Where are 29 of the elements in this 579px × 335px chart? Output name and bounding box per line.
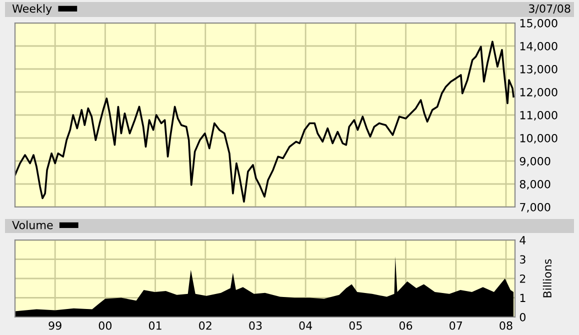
line-series — [15, 40, 514, 203]
x-tick-label: 00 — [98, 321, 112, 330]
y-tick-label: 1 — [520, 294, 526, 302]
y-tick-label: 10,000 — [520, 134, 558, 144]
x-tick-label: 03 — [249, 321, 262, 330]
x-tick-label: 06 — [399, 321, 412, 330]
text: 3/07/08 — [529, 4, 570, 14]
y-tick-label: 13,000 — [520, 64, 558, 75]
x-tick-label: 08 — [500, 321, 512, 330]
legend-label: Volume — [12, 220, 53, 230]
x-tick-label: 99 — [48, 321, 62, 330]
y-tick-label: 8,000 — [520, 180, 550, 190]
legend-label: Weekly — [12, 4, 52, 15]
x-tick-label: 01 — [148, 321, 162, 330]
y-tick-label: 15,000 — [520, 18, 558, 29]
y-tick-label: 11,000 — [520, 110, 558, 121]
y-axis-title: Billions — [542, 259, 552, 298]
x-tick-label: 07 — [450, 321, 462, 330]
x-tick-label: 02 — [199, 321, 212, 330]
y-tick-label: 3 — [520, 255, 526, 264]
y-tick-label: 2 — [520, 274, 526, 283]
y-tick-label: 7,000 — [520, 202, 550, 213]
x-tick-label: 05 — [349, 321, 362, 330]
y-tick-label: 0 — [520, 312, 526, 322]
y-tick-label: 14,000 — [520, 42, 558, 52]
x-tick-label: 04 — [299, 321, 312, 330]
y-tick-label: 12,000 — [520, 88, 558, 98]
y-tick-label: 9,000 — [520, 156, 550, 167]
y-tick-label: 4 — [520, 236, 526, 244]
